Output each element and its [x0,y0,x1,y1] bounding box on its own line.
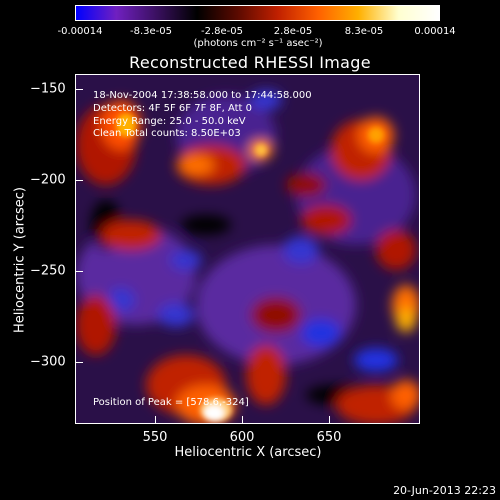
colorbar-units: (photons cm⁻² s⁻¹ asec⁻²) [193,38,323,49]
colorbar-tick-label: -2.8e-05 [201,26,243,37]
colorbar-tick-label: 0.00014 [414,26,456,37]
y-tick-label: −300 [30,354,66,370]
y-tick-mark [75,89,83,90]
x-tick-mark [329,416,330,424]
x-tick-label: 600 [229,430,255,445]
x-tick-mark [155,416,156,424]
x-axis-label: Heliocentric X (arcsec) [174,445,322,460]
x-tick-label: 650 [316,430,342,445]
y-tick-mark [75,180,83,181]
x-tick-mark [242,416,243,424]
image-heatmap [76,75,419,423]
peak-position: Position of Peak = [578.6,-324] [93,397,249,408]
info-energy: Energy Range: 25.0 - 50.0 keV [93,116,246,127]
x-tick-label: 550 [142,430,168,445]
y-tick-mark [75,362,83,363]
colorbar-tick-label: 2.8e-05 [273,26,313,37]
info-clean: Clean Total counts: 8.50E+03 [93,128,241,139]
y-axis-label: Heliocentric Y (arcsec) [12,187,28,333]
y-tick-mark [75,271,83,272]
datestamp: 20-Jun-2013 22:23 [393,484,496,497]
image-title: Reconstructed RHESSI Image [129,53,371,72]
info-detectors: Detectors: 4F 5F 6F 7F 8F, Att 0 [93,103,253,114]
y-tick-label: −150 [30,81,66,97]
colorbar-tick-label: -0.00014 [57,26,103,37]
colorbar-tick-label: -8.3e-05 [130,26,172,37]
colorbar [75,5,440,21]
y-tick-label: −200 [30,172,66,188]
colorbar-tick-label: 8.3e-05 [344,26,384,37]
rhessi-image [75,74,420,424]
info-time: 18-Nov-2004 17:38:58.000 to 17:44:58.000 [93,90,312,101]
y-tick-label: −250 [30,263,66,279]
